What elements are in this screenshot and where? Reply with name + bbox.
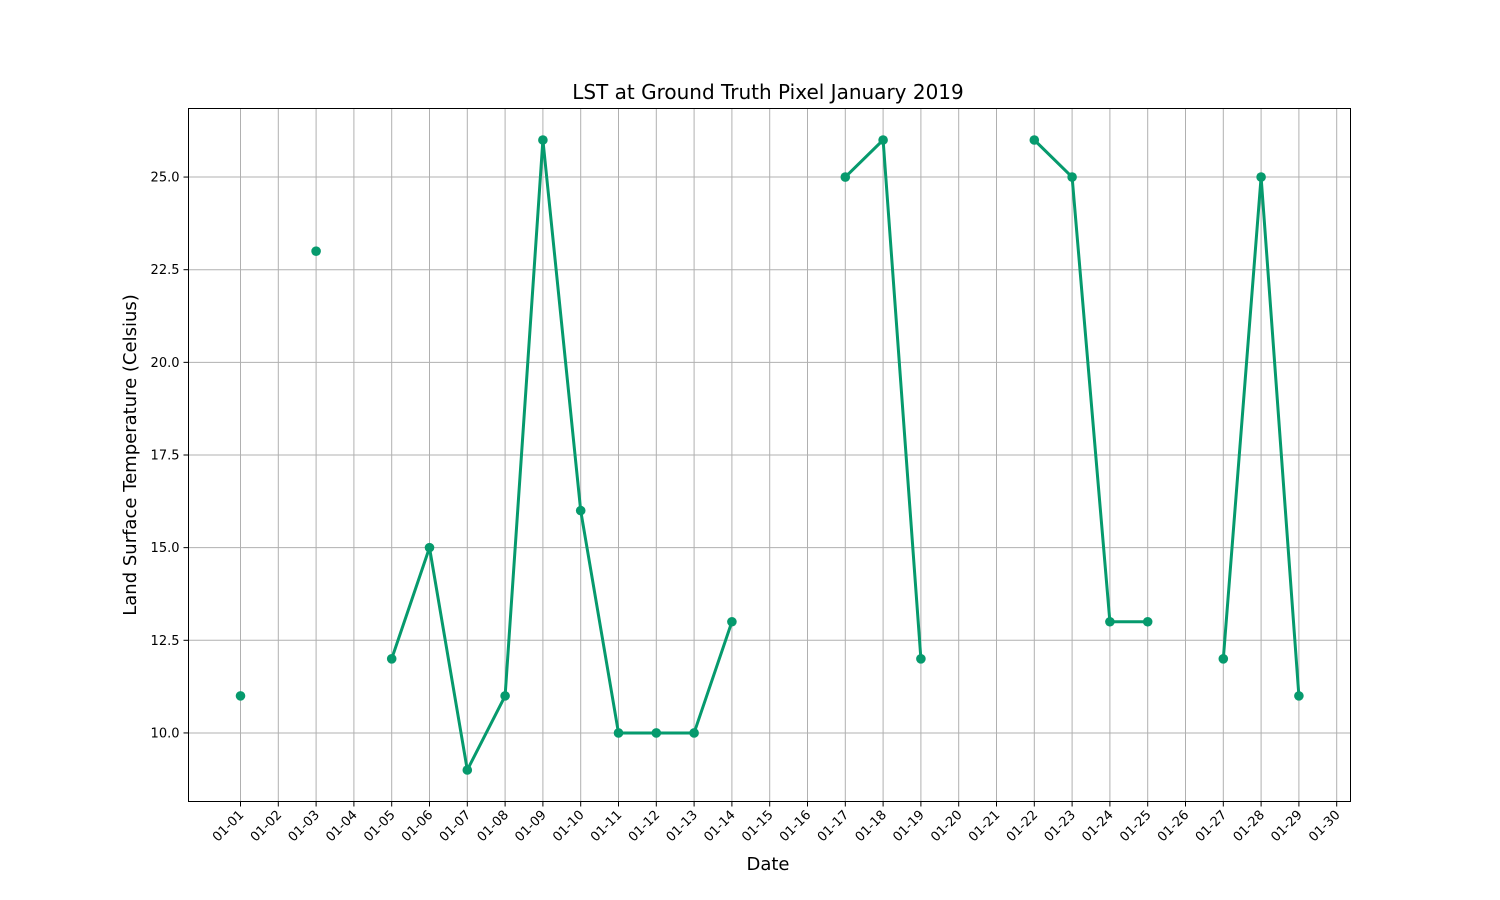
y-tick-label: 15.0	[151, 541, 180, 556]
x-tick-label: 01-07	[437, 808, 474, 845]
x-tick-label: 01-02	[248, 808, 285, 845]
x-tick-label: 01-09	[512, 808, 549, 845]
x-tick-label: 01-22	[1004, 808, 1041, 845]
data-point	[1029, 135, 1040, 145]
x-tick-label: 01-03	[286, 808, 323, 845]
x-tick-label: 01-30	[1306, 808, 1343, 845]
x-tick-label: 01-28	[1231, 808, 1268, 845]
data-point	[538, 135, 548, 145]
data-point	[1105, 616, 1115, 627]
x-tick-label: 01-29	[1268, 808, 1305, 845]
data-point	[1294, 691, 1304, 701]
data-point	[689, 728, 699, 738]
x-tick-label: 01-04	[323, 808, 360, 845]
x-tick-label: 01-12	[626, 808, 663, 845]
chart-title: LST at Ground Truth Pixel January 2019	[572, 80, 964, 104]
x-tick-label: 01-25	[1117, 808, 1154, 845]
x-tick-label: 01-05	[361, 808, 398, 845]
y-tick-label: 17.5	[151, 449, 180, 464]
data-point	[1067, 172, 1077, 182]
x-tick-label: 01-06	[399, 808, 436, 845]
data-point	[1218, 654, 1229, 664]
x-tick-label: 01-17	[815, 808, 852, 845]
data-point	[235, 691, 246, 701]
y-tick-label: 10.0	[151, 726, 180, 741]
data-point	[311, 246, 321, 256]
x-tick-label: 01-10	[550, 808, 587, 845]
series-line-segment	[390, 138, 734, 772]
y-tick-label: 22.5	[151, 263, 180, 278]
x-tick-label: 01-14	[701, 808, 738, 845]
x-tick-label: 01-23	[1042, 808, 1079, 845]
x-tick-label: 01-26	[1155, 808, 1192, 845]
series-line-segment	[1033, 138, 1148, 624]
x-tick-label: 01-21	[966, 808, 1003, 845]
data-point	[386, 654, 397, 664]
data-point	[575, 505, 586, 516]
x-tick-label: 01-16	[777, 808, 814, 845]
data-point	[613, 728, 624, 738]
data-point	[840, 172, 851, 182]
x-tick-label: 01-01	[210, 808, 247, 845]
y-tick-label: 12.5	[151, 634, 180, 649]
data-point	[878, 135, 888, 145]
data-point	[1256, 172, 1266, 182]
series	[235, 135, 1304, 775]
y-tick-label: 25.0	[151, 171, 180, 186]
x-tick-label: 01-18	[853, 808, 890, 845]
data-point	[462, 765, 473, 775]
x-tick-label: 01-19	[890, 808, 927, 845]
y-axis-label: Land Surface Temperature (Celsius)	[120, 294, 141, 616]
grid	[188, 108, 1351, 802]
data-point	[916, 654, 926, 664]
x-tick-label: 01-11	[588, 808, 625, 845]
ticks: 01-01 01-02 01-03 01-04 01-05 01-06 01-07 01-08…	[151, 171, 1344, 845]
x-tick-label: 01-08	[475, 808, 512, 845]
data-point	[651, 728, 662, 738]
data-point	[727, 616, 737, 627]
x-tick-label: 01-24	[1079, 808, 1116, 845]
x-axis-label: Date	[746, 854, 789, 875]
x-tick-label: 01-15	[739, 808, 776, 845]
x-tick-label: 01-27	[1193, 808, 1230, 845]
data-point	[1142, 616, 1153, 627]
x-tick-label: 01-20	[928, 808, 965, 845]
x-tick-label: 01-13	[664, 808, 701, 845]
data-point	[500, 691, 510, 701]
data-point	[424, 542, 435, 553]
y-tick-label: 20.0	[151, 356, 180, 371]
